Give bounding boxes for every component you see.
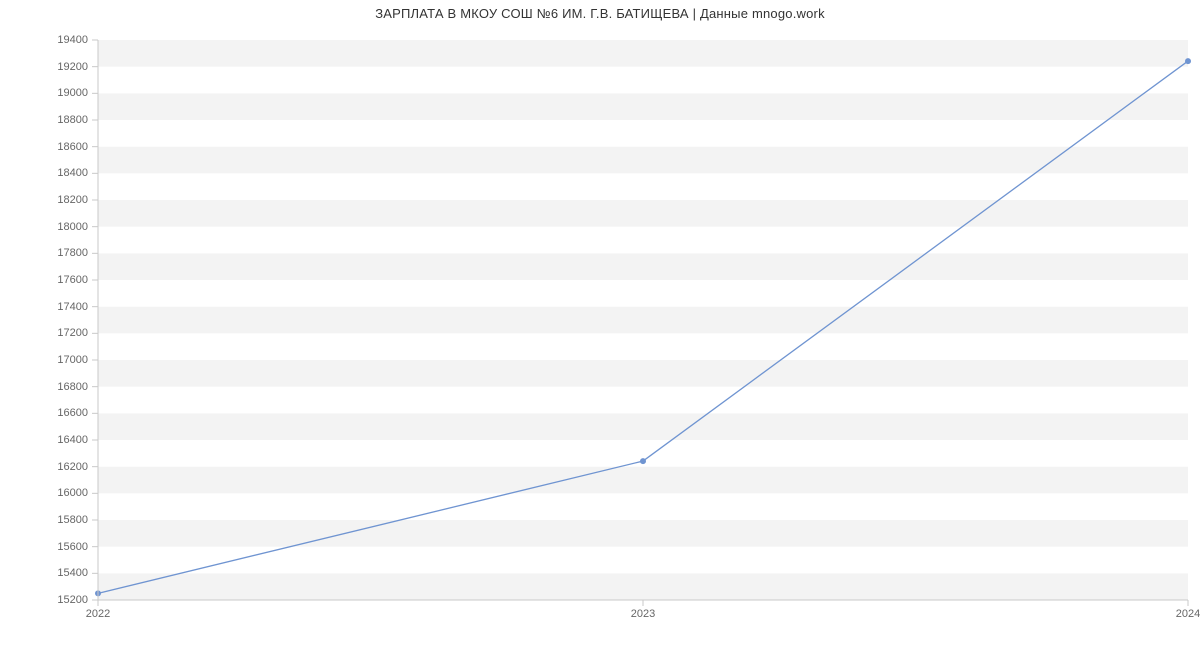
x-tick-label: 2024 — [1176, 608, 1200, 620]
series-marker — [640, 458, 646, 464]
y-tick-label: 19000 — [0, 87, 88, 99]
y-tick-label: 16000 — [0, 487, 88, 499]
grid-band — [98, 387, 1188, 414]
grid-band — [98, 333, 1188, 360]
chart-title: ЗАРПЛАТА В МКОУ СОШ №6 ИМ. Г.В. БАТИЩЕВА… — [0, 6, 1200, 21]
grid-band — [98, 67, 1188, 94]
x-tick-label: 2022 — [86, 608, 110, 620]
y-tick-label: 18400 — [0, 167, 88, 179]
grid-band — [98, 227, 1188, 254]
grid-band — [98, 280, 1188, 307]
y-tick-label: 16800 — [0, 381, 88, 393]
grid-band — [98, 93, 1188, 120]
chart-container: ЗАРПЛАТА В МКОУ СОШ №6 ИМ. Г.В. БАТИЩЕВА… — [0, 0, 1200, 650]
grid-band — [98, 547, 1188, 574]
y-tick-label: 19200 — [0, 61, 88, 73]
y-tick-label: 18600 — [0, 141, 88, 153]
grid-band — [98, 200, 1188, 227]
series-marker — [1185, 58, 1191, 64]
grid-band — [98, 40, 1188, 67]
grid-band — [98, 360, 1188, 387]
x-tick-label: 2023 — [631, 608, 655, 620]
y-tick-label: 15400 — [0, 567, 88, 579]
y-tick-label: 16200 — [0, 461, 88, 473]
y-tick-label: 15200 — [0, 594, 88, 606]
grid-band — [98, 493, 1188, 520]
grid-band — [98, 120, 1188, 147]
grid-band — [98, 147, 1188, 174]
y-tick-label: 17800 — [0, 247, 88, 259]
plot-area — [98, 40, 1188, 600]
y-tick-label: 15600 — [0, 541, 88, 553]
grid-band — [98, 413, 1188, 440]
y-tick-label: 18200 — [0, 194, 88, 206]
grid-band — [98, 307, 1188, 334]
y-tick-label: 16400 — [0, 434, 88, 446]
grid-band — [98, 467, 1188, 494]
grid-band — [98, 253, 1188, 280]
y-tick-label: 17400 — [0, 301, 88, 313]
y-tick-label: 16600 — [0, 407, 88, 419]
y-tick-label: 18000 — [0, 221, 88, 233]
y-tick-label: 19400 — [0, 34, 88, 46]
y-tick-label: 17200 — [0, 327, 88, 339]
chart-svg — [98, 40, 1188, 600]
y-tick-label: 15800 — [0, 514, 88, 526]
grid-band — [98, 573, 1188, 600]
y-tick-label: 18800 — [0, 114, 88, 126]
grid-band — [98, 173, 1188, 200]
grid-band — [98, 520, 1188, 547]
y-tick-label: 17000 — [0, 354, 88, 366]
y-tick-label: 17600 — [0, 274, 88, 286]
